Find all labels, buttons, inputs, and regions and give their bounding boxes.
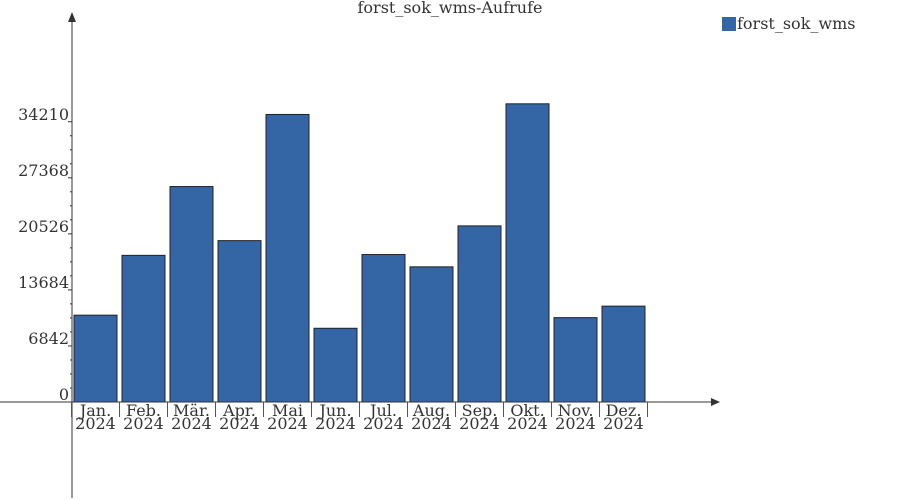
legend: forst_sok_wms xyxy=(722,14,855,33)
x-tick-label-year: 2024 xyxy=(267,414,308,433)
y-tick-label: 13684 xyxy=(18,273,69,292)
y-tick-label: 20526 xyxy=(18,217,69,236)
x-tick-label-year: 2024 xyxy=(171,414,212,433)
x-tick-label-month: Okt. xyxy=(510,401,544,420)
x-tick-label-month: Aug. xyxy=(412,401,450,420)
x-tick-label-year: 2024 xyxy=(555,414,596,433)
x-tick-label-year: 2024 xyxy=(411,414,452,433)
bar-6 xyxy=(361,254,406,403)
x-tick-label-month: Nov. xyxy=(558,401,594,420)
bar-4 xyxy=(265,113,310,403)
chart-title: forst_sok_wms-Aufrufe xyxy=(358,0,543,17)
x-tick-label-year: 2024 xyxy=(603,414,644,433)
x-tick-label-month: Mär. xyxy=(173,401,210,420)
bar-0 xyxy=(73,314,118,403)
x-tick-label-month: Sep. xyxy=(462,401,498,420)
bar-5 xyxy=(313,327,358,403)
legend-swatch xyxy=(722,16,736,31)
x-tick-label-year: 2024 xyxy=(219,414,260,433)
x-tick-label-year: 2024 xyxy=(459,414,500,433)
x-tick-label-year: 2024 xyxy=(75,414,116,433)
y-axis-arrow xyxy=(68,12,76,22)
bar-10 xyxy=(553,317,598,403)
bar-11 xyxy=(601,305,646,403)
x-tick-label-month: Jun. xyxy=(317,401,351,420)
y-tick-label: 6842 xyxy=(28,329,69,348)
y-ticks-group: 0 6842 13684 20526 27368 34210 xyxy=(18,105,72,404)
x-tick-label-year: 2024 xyxy=(363,414,404,433)
y-tick-label: 27368 xyxy=(18,161,69,180)
x-tick-label-year: 2024 xyxy=(123,414,164,433)
y-tick-label: 0 xyxy=(59,385,69,404)
x-tick-label-month: Jul. xyxy=(368,401,397,420)
bar-3 xyxy=(217,240,262,403)
bar-2 xyxy=(169,186,214,403)
x-tick-label-month: Jan. xyxy=(78,401,111,420)
bars-group xyxy=(73,103,646,403)
x-tick-label-month: Dez. xyxy=(606,401,642,420)
x-tick-label-month: Mai xyxy=(272,401,303,420)
x-labels-group: Jan.2024Feb.2024Mär.2024Apr.2024Mai2024J… xyxy=(71,401,648,433)
legend-label: forst_sok_wms xyxy=(737,14,856,33)
bar-1 xyxy=(121,254,166,403)
y-tick-label: 34210 xyxy=(18,105,69,124)
x-tick-label-month: Feb. xyxy=(126,401,161,420)
x-tick-label-year: 2024 xyxy=(507,414,548,433)
x-tick-label-year: 2024 xyxy=(315,414,356,433)
bar-7 xyxy=(409,266,454,403)
bar-8 xyxy=(457,225,502,403)
x-axis-arrow xyxy=(711,398,720,406)
bar-9 xyxy=(505,103,550,403)
x-tick-label-month: Apr. xyxy=(222,401,256,420)
